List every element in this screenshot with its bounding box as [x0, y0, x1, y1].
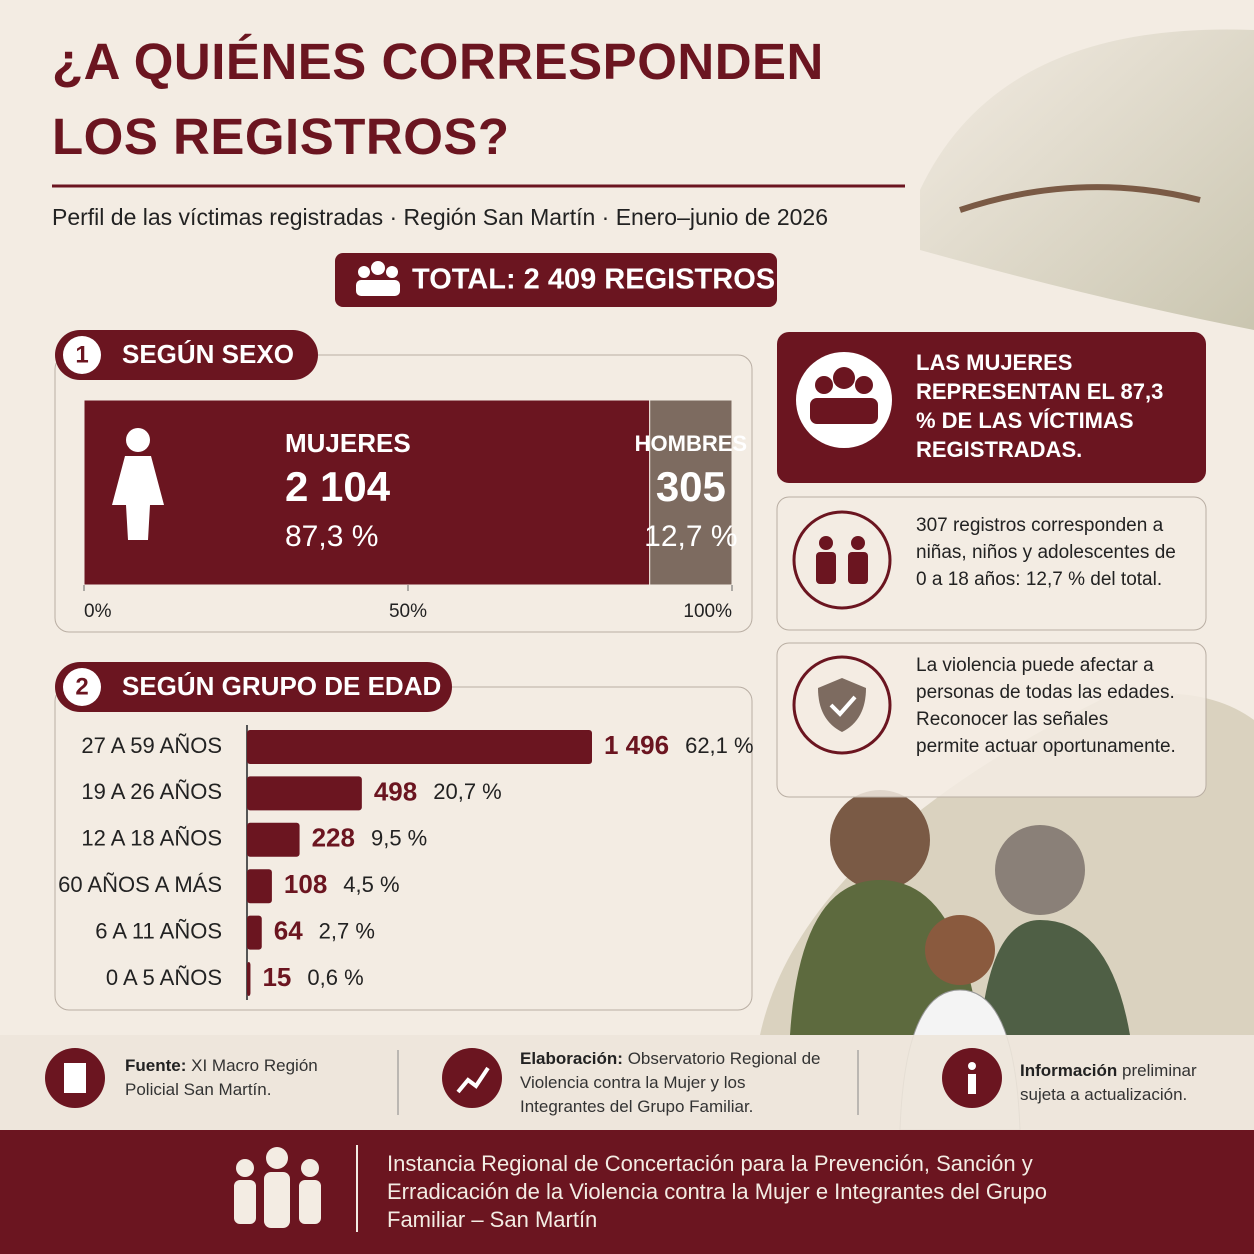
bar [247, 730, 592, 764]
category-label: 27 A 59 AÑOS [81, 733, 222, 758]
person-decoration [830, 790, 930, 890]
woman-icon [112, 428, 164, 540]
institution: Instancia Regional de Concertación para … [387, 1151, 1047, 1232]
category-label: MUJERES [285, 428, 411, 458]
document-icon [64, 1063, 86, 1093]
bar [247, 915, 262, 950]
person-decoration [925, 915, 995, 985]
section-number: 1 [75, 341, 88, 368]
total-pill [335, 253, 777, 307]
percentage-label: 12,7 % [644, 520, 737, 553]
percentage-label: 87,3 % [285, 520, 378, 553]
group-icon [356, 261, 400, 296]
category-label: HOMBRES [635, 431, 747, 456]
footer-strip [0, 1035, 1254, 1130]
value-label: 64 [274, 915, 303, 945]
footer-note: Fuente: XI Macro Región Policial San Mar… [125, 1054, 365, 1102]
bar-segment [83, 399, 651, 586]
section-number-circle [63, 336, 101, 374]
percentage-label: 62,1 % [685, 733, 754, 758]
title: LOS REGISTROS? [52, 108, 510, 165]
note-text: XI Macro Región Policial San Martín. [125, 1056, 318, 1099]
bottom-band [0, 1130, 1254, 1254]
bar [247, 776, 362, 811]
value-label: 228 [312, 823, 355, 853]
person-decoration [980, 920, 1130, 1035]
percentage-label: 9,5 % [371, 826, 427, 851]
percentage-label: 4,5 % [343, 872, 399, 897]
family-icon [234, 1147, 321, 1228]
percentage-label: 2,7 % [319, 918, 375, 943]
children-icon [816, 536, 868, 584]
category-label: 6 A 11 AÑOS [95, 918, 222, 943]
callout: LAS MUJERES REPRESENTAN EL 87,3 % DE LAS… [916, 350, 1164, 462]
total: TOTAL: 2 409 REGISTROS [412, 264, 775, 296]
percentage-label: 0,6 % [307, 965, 363, 990]
category-label: 12 A 18 AÑOS [81, 826, 222, 851]
note-label: Fuente: [125, 1056, 187, 1075]
percentage-label: 20,7 % [433, 779, 502, 804]
icon-circle [792, 510, 892, 610]
section-number-circle [63, 668, 101, 706]
section-pill [55, 662, 452, 712]
group-icon [810, 367, 878, 424]
footer-note: Elaboración: Observatorio Regional de Vi… [520, 1047, 830, 1119]
title: ¿A QUIÉNES CORRESPONDEN [52, 33, 824, 90]
panel [54, 354, 753, 633]
note-label: Elaboración: [520, 1049, 623, 1068]
section-pill [55, 330, 318, 380]
callout: La violencia puede afectar a personas de… [916, 655, 1176, 757]
category-label: 60 AÑOS A MÁS [58, 872, 222, 897]
bar [247, 869, 272, 904]
callout-box [777, 332, 1206, 483]
info-icon [968, 1074, 976, 1094]
value-label: 108 [284, 869, 327, 899]
shield-icon [829, 695, 857, 717]
value-label: 15 [262, 962, 291, 992]
callout-box [776, 496, 1207, 631]
value-label: 498 [374, 776, 417, 806]
bar-segment [649, 399, 733, 586]
growth-icon [456, 1066, 490, 1094]
section-title: SEGÚN GRUPO DE EDAD [122, 671, 441, 701]
x-tick-label: 100% [683, 601, 732, 622]
x-tick-label: 0% [84, 601, 112, 622]
footer-note: Información preliminar sujeta a actualiz… [1020, 1059, 1230, 1107]
value-label: 1 496 [604, 730, 669, 760]
note-text: preliminar sujeta a actualización. [1020, 1061, 1197, 1104]
note-text: Observatorio Regional de Violencia contr… [520, 1049, 821, 1116]
count-label: 2 104 [285, 463, 391, 510]
icon-circle [442, 1048, 502, 1108]
bridge-decoration [959, 184, 1201, 213]
x-tick-label: 50% [389, 601, 427, 622]
bar [247, 822, 300, 857]
shield-icon [818, 678, 866, 732]
callout: 307 registros corresponden a niñas, niño… [916, 515, 1176, 590]
landscape-decoration [920, 29, 1254, 330]
count-label: 305 [656, 463, 726, 510]
category-label: 0 A 5 AÑOS [106, 965, 222, 990]
subtitle: Perfil de las víctimas registradas · Reg… [52, 204, 829, 230]
note-label: Información [1020, 1061, 1118, 1080]
icon-circle [792, 655, 892, 755]
category-label: 19 A 26 AÑOS [81, 779, 222, 804]
section-number: 2 [75, 673, 88, 700]
info-icon [968, 1062, 976, 1070]
section-title: SEGÚN SEXO [122, 339, 294, 369]
person-decoration [790, 880, 980, 1035]
person-decoration [995, 825, 1085, 915]
bar [247, 962, 251, 996]
